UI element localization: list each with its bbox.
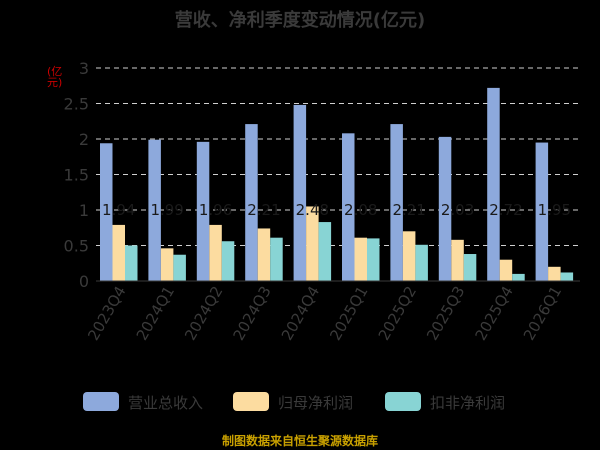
legend-swatch [385, 392, 421, 411]
x-tick-label: 2024Q3 [230, 283, 275, 344]
bar-2 [402, 231, 416, 281]
bar-1 [100, 143, 113, 281]
data-label: 2.48 [296, 201, 329, 219]
bar-3 [512, 273, 525, 281]
y-tick-label: 1.5 [64, 166, 89, 185]
bar-1 [245, 124, 258, 281]
data-label: 2.21 [247, 201, 280, 219]
bar-1 [342, 133, 355, 281]
bar-3 [221, 241, 235, 281]
bar-3 [463, 254, 477, 281]
bar-1 [390, 124, 403, 281]
bar-2 [112, 224, 125, 281]
bar-2 [451, 239, 464, 281]
bar-2 [209, 224, 222, 281]
y-tick-label: 1 [79, 201, 89, 220]
bar-2 [548, 266, 561, 281]
y-tick-label: 2.5 [64, 95, 89, 114]
data-label: 1.96 [199, 201, 232, 219]
bar-2 [160, 248, 174, 281]
x-tick-label: 2025Q4 [472, 283, 517, 344]
data-label: 2.03 [441, 201, 474, 219]
bar-3 [367, 238, 380, 281]
bar-3 [415, 244, 428, 281]
bar-1 [487, 87, 500, 281]
bar-1 [148, 139, 161, 281]
chart-title: 营收、净利季度变动情况(亿元) [174, 10, 426, 31]
y-tick-label: 0.5 [64, 237, 89, 256]
x-tick-label: 2024Q2 [181, 283, 226, 344]
y-tick-label: 0 [79, 272, 89, 291]
legend-swatch [233, 392, 269, 411]
x-tick-label: 2025Q1 [326, 283, 371, 344]
bar-2 [306, 206, 319, 281]
y-tick-label: 3 [79, 59, 89, 78]
x-tick-label: 2026Q1 [520, 283, 565, 344]
y-axis-label: (亿元) [47, 65, 63, 89]
bar-3 [560, 272, 574, 281]
data-label: 2.21 [392, 201, 425, 219]
data-label: 2.08 [344, 201, 377, 219]
bar-3 [173, 254, 186, 281]
legend-label: 归母净利润 [278, 394, 353, 412]
bar-3 [270, 237, 283, 281]
x-tick-label: 2024Q4 [278, 283, 323, 344]
data-label: 1.95 [538, 201, 571, 219]
x-tick-label: 2025Q3 [423, 283, 468, 344]
x-tick-label: 2023Q4 [84, 283, 129, 344]
legend-swatch [83, 392, 119, 411]
legend-label: 扣非净利润 [430, 394, 505, 412]
bar-2 [499, 259, 513, 281]
bar-3 [318, 222, 332, 281]
bar-1 [438, 136, 452, 281]
bar-2 [354, 237, 367, 281]
source-footer: 制图数据来自恒生聚源数据库 [221, 434, 378, 448]
data-label: 2.72 [489, 201, 522, 219]
x-tick-label: 2024Q1 [133, 283, 178, 344]
x-tick-label: 2025Q2 [375, 283, 420, 344]
bar-1 [535, 142, 549, 281]
data-label: 1.94 [102, 201, 135, 219]
bar-1 [196, 141, 210, 281]
data-label: 1.99 [150, 201, 183, 219]
y-tick-label: 2 [79, 130, 89, 149]
legend-label: 营业总收入 [128, 394, 203, 412]
bar-3 [125, 245, 138, 281]
bar-2 [257, 228, 271, 281]
bar-1 [293, 104, 307, 281]
